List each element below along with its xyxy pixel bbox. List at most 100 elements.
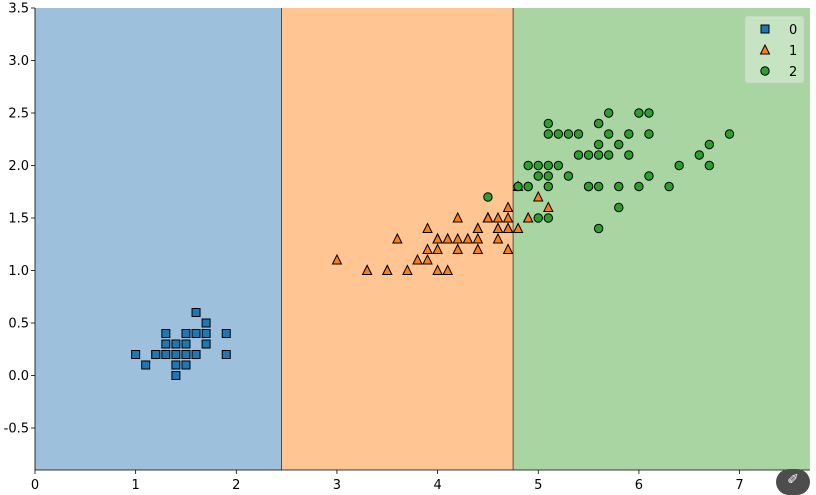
point-class-2 xyxy=(533,171,543,181)
point-class-2 xyxy=(543,129,554,139)
point-class-2 xyxy=(583,181,594,192)
point-class-2 xyxy=(664,181,674,192)
point-class-2 xyxy=(694,150,704,160)
legend-label-0: 0 xyxy=(789,23,797,38)
series-0 xyxy=(131,308,231,380)
point-class-0 xyxy=(191,308,201,317)
x-tick-label: 4 xyxy=(433,478,441,489)
point-class-0 xyxy=(201,318,211,328)
point-class-2 xyxy=(624,150,634,160)
y-tick-label: 3.0 xyxy=(8,54,29,69)
point-class-1 xyxy=(402,264,413,275)
point-class-0 xyxy=(161,329,171,338)
point-class-2 xyxy=(644,171,654,181)
point-class-1 xyxy=(492,222,504,233)
x-tick-label: 6 xyxy=(635,478,643,489)
point-class-0 xyxy=(171,350,181,359)
legend-label-2: 2 xyxy=(789,65,797,80)
point-class-1 xyxy=(442,232,453,244)
point-class-0 xyxy=(201,339,211,349)
point-class-1 xyxy=(381,264,393,275)
point-class-1 xyxy=(472,222,484,233)
point-class-1 xyxy=(532,190,544,202)
point-class-1 xyxy=(361,264,373,275)
legend-box xyxy=(744,15,805,84)
point-class-2 xyxy=(533,160,543,171)
point-class-0 xyxy=(181,360,191,370)
point-class-1 xyxy=(432,243,443,254)
point-class-2 xyxy=(523,181,533,192)
point-class-2 xyxy=(543,181,554,192)
x-tick-label: 0 xyxy=(31,478,39,489)
point-class-2 xyxy=(583,150,594,160)
point-class-2 xyxy=(593,139,604,150)
x-tick-label: 7 xyxy=(735,478,743,489)
point-class-2 xyxy=(644,108,654,118)
point-class-2 xyxy=(614,202,624,213)
point-class-1 xyxy=(502,201,514,212)
point-class-1 xyxy=(422,253,433,265)
y-tick-label: 0.5 xyxy=(8,317,29,332)
point-class-0 xyxy=(171,360,181,370)
point-class-2 xyxy=(573,150,584,160)
point-class-1 xyxy=(502,222,514,233)
point-class-1 xyxy=(432,264,443,275)
point-class-1 xyxy=(412,253,423,265)
point-class-2 xyxy=(543,171,554,181)
point-class-2 xyxy=(593,150,604,160)
point-class-2 xyxy=(704,160,715,171)
point-class-1 xyxy=(452,232,464,244)
x-tick-label: 3 xyxy=(333,478,341,489)
decision-regions xyxy=(35,8,810,470)
point-class-2 xyxy=(543,118,554,129)
point-class-1 xyxy=(331,253,343,265)
point-class-1 xyxy=(462,232,474,244)
point-class-1 xyxy=(392,232,403,244)
point-class-1 xyxy=(492,232,504,244)
point-class-2 xyxy=(604,108,614,118)
series-2 xyxy=(483,108,735,234)
point-class-2 xyxy=(624,129,634,139)
region-class-2 xyxy=(513,8,810,470)
point-class-2 xyxy=(614,181,624,192)
point-class-2 xyxy=(533,213,543,223)
point-class-2 xyxy=(523,160,533,171)
point-class-1 xyxy=(442,264,453,275)
x-tick-label: 5 xyxy=(534,478,542,489)
point-class-1 xyxy=(492,211,504,223)
point-class-0 xyxy=(181,339,191,349)
x-tick-label: 1 xyxy=(132,478,140,489)
point-class-1 xyxy=(422,222,433,233)
point-class-0 xyxy=(141,360,151,370)
series-1 xyxy=(331,180,554,275)
point-class-0 xyxy=(161,350,171,359)
point-class-0 xyxy=(191,329,201,338)
y-tick-label: 0.0 xyxy=(8,369,29,384)
y-tick-label: 2.5 xyxy=(8,107,29,122)
point-class-0 xyxy=(131,350,141,359)
point-class-1 xyxy=(472,243,484,254)
y-tick-label: 1.5 xyxy=(8,212,29,227)
point-class-2 xyxy=(563,129,574,139)
point-class-1 xyxy=(452,211,464,223)
point-class-0 xyxy=(171,339,181,349)
point-class-2 xyxy=(604,129,614,139)
magic-wand-icon[interactable]: ✐ xyxy=(776,469,810,495)
point-class-2 xyxy=(704,139,715,150)
legend: 0 1 2 xyxy=(744,15,805,84)
point-class-0 xyxy=(221,350,231,359)
point-class-1 xyxy=(472,232,484,244)
point-class-1 xyxy=(502,211,514,223)
point-class-1 xyxy=(452,243,464,254)
point-class-1 xyxy=(543,201,554,212)
point-class-2 xyxy=(553,129,564,139)
point-class-1 xyxy=(502,243,514,254)
point-class-2 xyxy=(724,129,735,139)
point-class-2 xyxy=(634,181,644,192)
point-class-0 xyxy=(161,339,171,349)
legend-marker-1 xyxy=(759,43,771,55)
point-class-1 xyxy=(432,232,443,244)
point-class-1 xyxy=(512,222,524,233)
point-class-0 xyxy=(181,350,191,359)
